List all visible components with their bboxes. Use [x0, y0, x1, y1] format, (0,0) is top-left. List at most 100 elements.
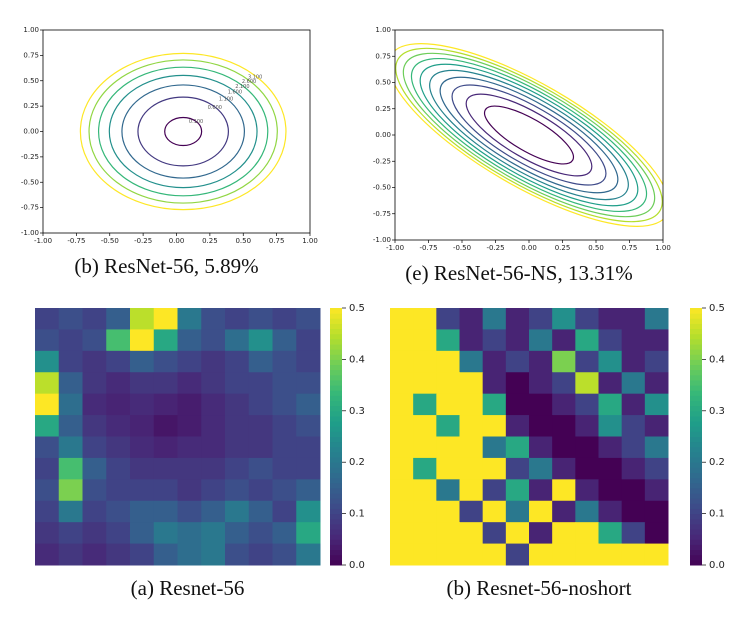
colorbar-tick-label: 0.2	[709, 457, 725, 468]
colorbar-band	[690, 559, 702, 566]
contour-line	[419, 63, 639, 207]
contour-label: 0.600	[208, 105, 222, 111]
y-tick-label: -1.00	[373, 236, 391, 244]
heatmap-cell	[82, 372, 107, 395]
colorbar-band	[330, 313, 342, 319]
heatmap-cell	[482, 329, 507, 352]
heatmap-cell	[225, 329, 250, 352]
x-tick-label: 0.00	[521, 244, 537, 252]
colorbar-band	[330, 364, 342, 371]
y-tick-label: 0.25	[23, 102, 39, 110]
colorbar-band	[690, 513, 702, 520]
heatmap-cell	[296, 415, 321, 437]
heatmap-cell	[413, 372, 437, 395]
heatmap-cell	[177, 500, 202, 523]
colorbar-band	[690, 503, 702, 509]
heatmap-cell	[436, 415, 460, 437]
colorbar-band	[690, 308, 702, 314]
heatmap-cell	[296, 393, 321, 416]
heatmap-cell	[35, 479, 60, 502]
heatmap-cell	[153, 457, 178, 480]
heatmap-cell	[459, 329, 484, 352]
heatmap-cell	[248, 393, 273, 416]
colorbar-band	[690, 369, 702, 376]
heatmap-cell	[106, 500, 131, 523]
x-tick-label: -0.50	[101, 237, 119, 245]
heatmap-cell	[621, 436, 646, 459]
heatmap-cell	[529, 457, 553, 480]
heatmap-cell	[272, 350, 297, 373]
heatmap-cell	[621, 522, 646, 545]
x-tick-label: 0.25	[202, 237, 218, 245]
colorbar-band	[330, 410, 342, 417]
y-tick-label: 0.25	[375, 105, 391, 113]
heatmap-cell	[552, 372, 576, 395]
heatmap-cell	[106, 479, 131, 502]
contour-line	[121, 84, 246, 179]
heatmap-cell	[644, 393, 669, 416]
heatmap-cell	[35, 436, 60, 459]
heatmap-cell	[505, 479, 530, 502]
heatmap-cell	[248, 500, 273, 523]
heatmap-cell	[35, 308, 60, 330]
heatmap-cell	[106, 393, 131, 416]
colorbar-band	[330, 544, 342, 551]
heatmap-cell	[201, 329, 226, 352]
colorbar-band	[690, 349, 702, 355]
heatmap-cell	[459, 500, 484, 523]
colorbar-band	[330, 369, 342, 376]
contour-line	[137, 96, 229, 167]
contour-line	[79, 52, 287, 211]
heatmap-cell	[177, 329, 202, 352]
colorbar-band	[330, 436, 342, 443]
heatmap-cell	[58, 500, 83, 523]
x-tick-label: -0.25	[134, 237, 152, 245]
heatmap-cell	[621, 350, 646, 373]
heatmap-cell	[529, 543, 553, 566]
heatmap-cell	[296, 350, 321, 373]
heatmap-cell	[598, 543, 623, 566]
heatmap-cell	[529, 436, 553, 459]
heatmap-cell	[177, 479, 202, 502]
colorbar-band	[330, 498, 342, 504]
heatmap-cell	[436, 479, 460, 502]
heatmap-cell	[529, 372, 553, 395]
heatmap-cell	[153, 415, 178, 437]
heatmap-cell	[153, 436, 178, 459]
heatmap-cell	[272, 436, 297, 459]
contour-line	[429, 69, 629, 201]
heatmap-cell	[529, 479, 553, 502]
heatmap-cell	[201, 393, 226, 416]
heatmap-cell	[177, 393, 202, 416]
heatmap-cell	[225, 372, 250, 395]
heatmap-cell	[505, 522, 530, 545]
colorbar-band	[330, 431, 342, 437]
heatmap-cell	[35, 543, 60, 566]
heatmap-cell	[644, 457, 669, 480]
heatmap-cell	[552, 393, 576, 416]
heatmap-cell	[153, 372, 178, 395]
contour-plot	[395, 43, 663, 227]
heatmap-cell	[644, 350, 669, 373]
heatmap-cell	[413, 308, 437, 330]
heatmap-cell	[505, 372, 530, 395]
x-tick-label: -0.50	[453, 244, 471, 252]
colorbar-band	[330, 539, 342, 545]
heatmap-cell	[106, 415, 131, 437]
caption: (b) Resnet-56-noshort	[447, 576, 632, 600]
y-tick-label: 0.00	[23, 128, 39, 136]
heatmap-cell	[248, 329, 273, 352]
y-tick-label: 0.75	[23, 51, 39, 59]
heatmap-cell	[390, 329, 414, 352]
heatmap-cell	[482, 308, 507, 330]
heatmap-cell	[82, 479, 107, 502]
heatmap-cell	[552, 350, 576, 373]
axes-frame	[394, 29, 664, 241]
colorbar-band	[690, 410, 702, 417]
heatmap-cell	[390, 372, 414, 395]
x-tick-label: 0.25	[555, 244, 571, 252]
colorbar-band	[690, 390, 702, 396]
heatmap-cell	[644, 436, 669, 459]
heatmap-cell	[248, 543, 273, 566]
heatmap-cell	[106, 543, 131, 566]
